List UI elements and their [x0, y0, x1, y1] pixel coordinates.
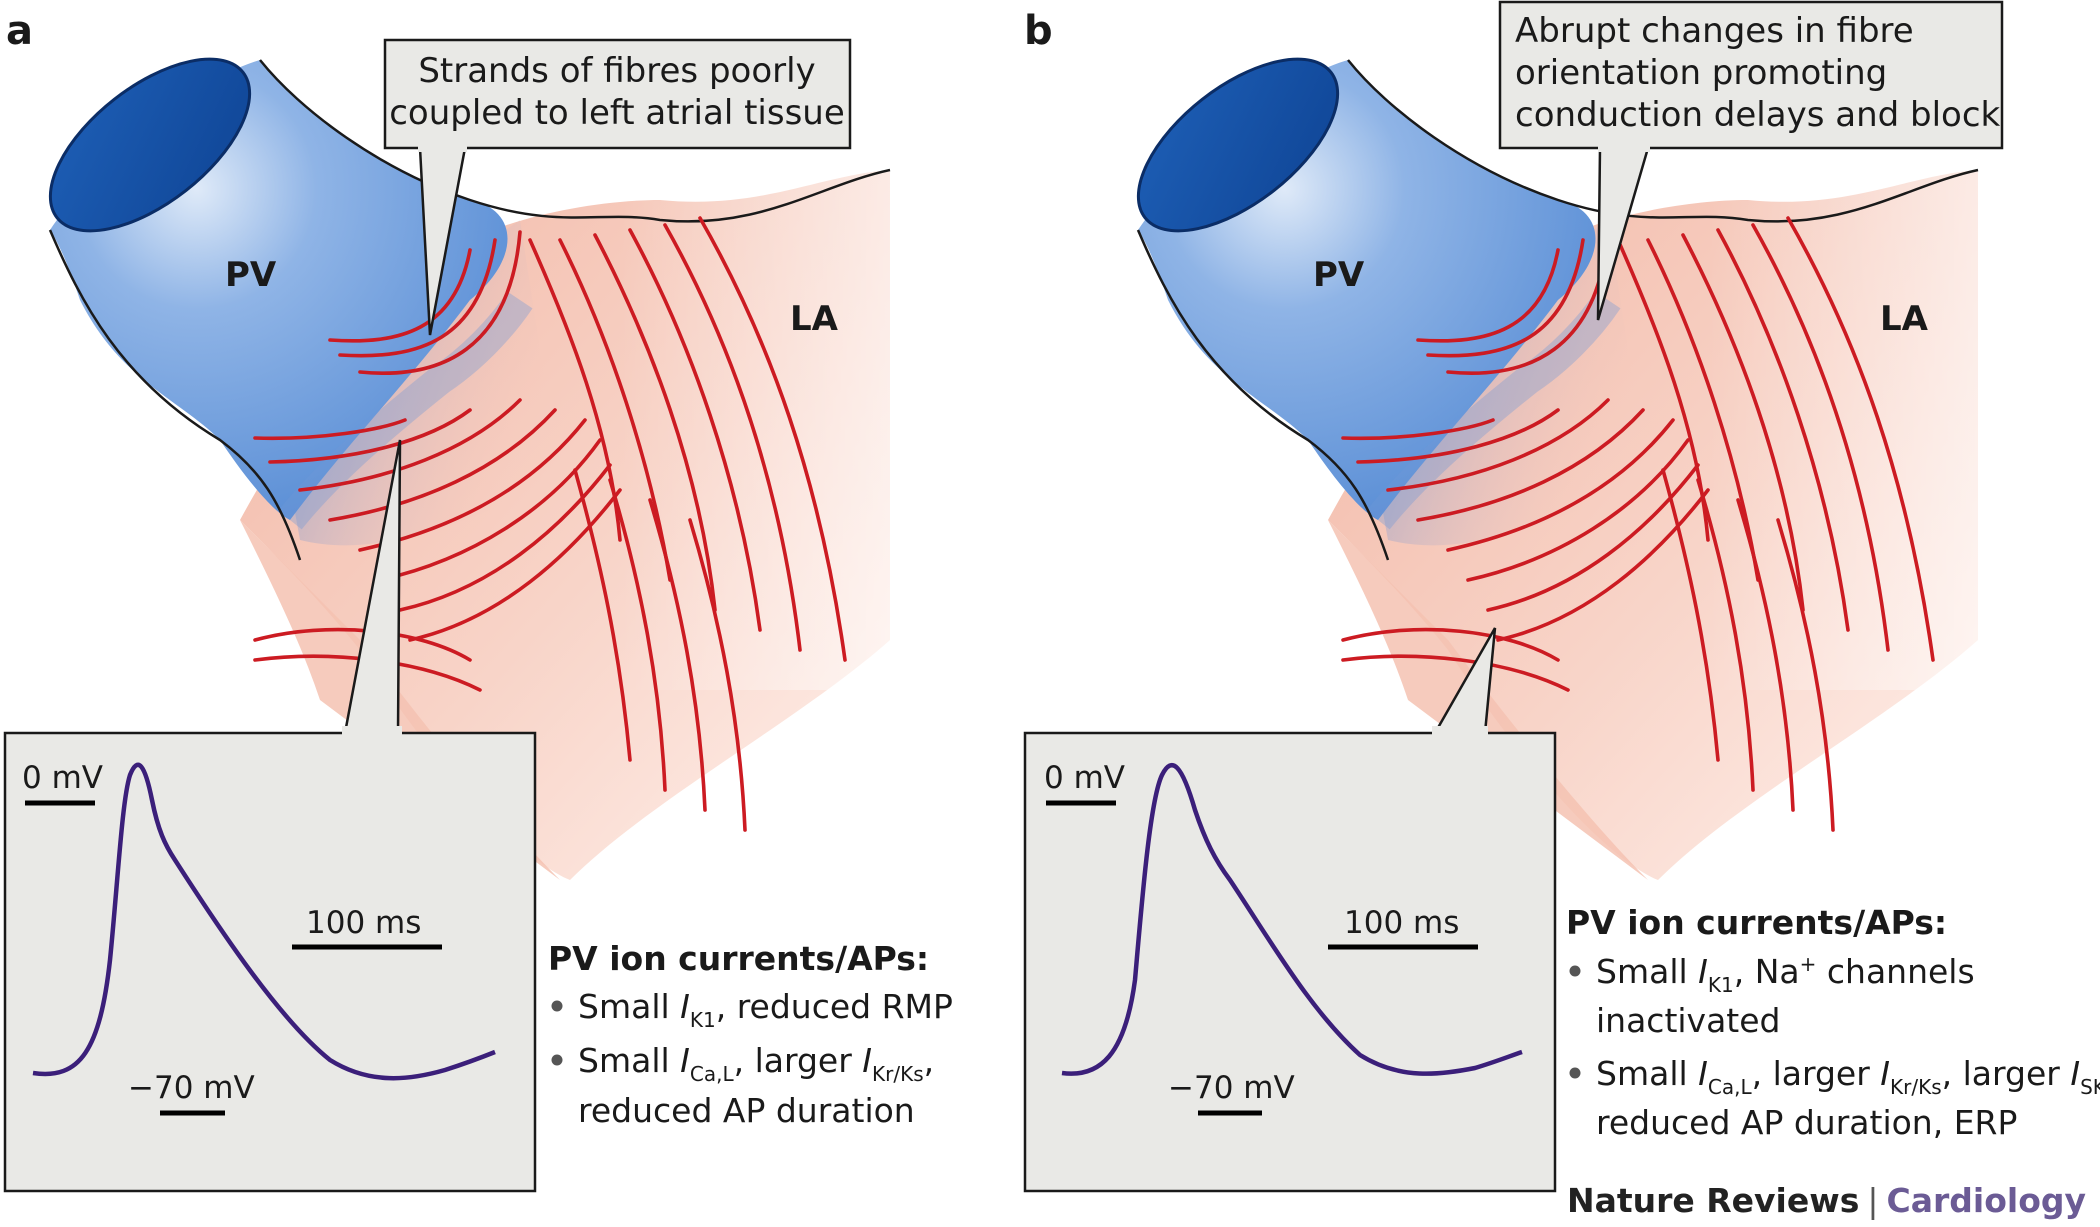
- currents-heading: PV ion currents/APs:: [548, 939, 929, 978]
- bullet-1: Small IK1, Na+ channels: [1596, 952, 1975, 997]
- journal-credit: Nature Reviews | Cardiology: [1567, 1181, 2086, 1220]
- action-potential-trace: [32, 762, 496, 1081]
- bullet-2: Small ICa,L, larger IKr/Ks,: [578, 1041, 934, 1086]
- bullet-1-line-2: inactivated: [1596, 1001, 1781, 1040]
- journal-credit-text: Nature Reviews | Cardiology: [1567, 1181, 2086, 1220]
- callout-line: Abrupt changes in fibre: [1515, 11, 1914, 51]
- callout-line: orientation promoting: [1515, 53, 1887, 93]
- bullet-dot: [1569, 965, 1581, 977]
- time-scale-label: 100 ms: [1344, 905, 1459, 941]
- callout: Strands of fibres poorly coupled to left…: [383, 38, 852, 336]
- bullet-2-line-2: reduced AP duration: [578, 1091, 915, 1130]
- panel-letter: b: [1024, 8, 1053, 54]
- callout-line: coupled to left atrial tissue: [389, 93, 845, 133]
- panel-a: a PV LA Strands of fibres poorly coupled…: [3, 8, 953, 1193]
- bullet-1: Small IK1, reduced RMP: [578, 987, 953, 1032]
- callout-line: Strands of fibres poorly: [418, 51, 815, 91]
- rest-mv-label: −70 mV: [1168, 1070, 1295, 1106]
- ion-currents-list: PV ion currents/APs: Small IK1, Na+ chan…: [1566, 903, 2100, 1142]
- ion-currents-list: PV ion currents/APs: Small IK1, reduced …: [548, 939, 953, 1130]
- action-potential-trace: [1061, 763, 1523, 1076]
- action-potential-box: 0 mV 100 ms −70 mV: [1023, 627, 1557, 1193]
- pv-label: PV: [225, 255, 277, 295]
- zero-mv-label: 0 mV: [1044, 760, 1125, 796]
- bullet-dot: [551, 1054, 563, 1066]
- currents-heading: PV ion currents/APs:: [1566, 903, 1947, 942]
- action-potential-box: 0 mV 100 ms −70 mV: [3, 439, 537, 1193]
- pv-label: PV: [1313, 255, 1365, 295]
- zero-mv-label: 0 mV: [22, 760, 103, 796]
- rest-mv-label: −70 mV: [128, 1070, 255, 1106]
- panel-b: b PV LA Abrupt changes in fibre orientat…: [1023, 0, 2100, 1193]
- la-label: LA: [790, 299, 839, 339]
- panel-letter: a: [6, 8, 33, 54]
- la-label: LA: [1880, 299, 1929, 339]
- callout: Abrupt changes in fibre orientation prom…: [1498, 0, 2004, 321]
- time-scale-label: 100 ms: [306, 905, 421, 941]
- bullet-2-line-2: reduced AP duration, ERP: [1596, 1103, 2017, 1142]
- bullet-2: Small ICa,L, larger IKr/Ks, larger ISK,: [1596, 1054, 2100, 1099]
- callout-line: conduction delays and block: [1515, 95, 2001, 135]
- bullet-dot: [1569, 1067, 1581, 1079]
- bullet-dot: [551, 1000, 563, 1012]
